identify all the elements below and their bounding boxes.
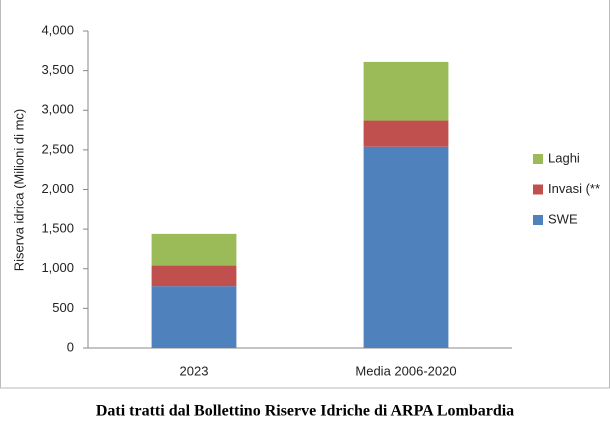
chart-frame — [0, 0, 610, 389]
y-tick-label: 1,000 — [41, 260, 74, 275]
bar-segment — [363, 61, 449, 121]
y-tick-label: 3,500 — [41, 62, 74, 77]
bar-segment — [363, 120, 449, 147]
bar-segment — [151, 233, 237, 266]
y-tick-label: 2,500 — [41, 141, 74, 156]
y-tick-label: 3,000 — [41, 102, 74, 117]
legend-swatch — [533, 154, 543, 164]
y-axis-title: Riserva idrica (Milioni di mc) — [11, 109, 26, 272]
bar-segment — [151, 286, 237, 348]
y-tick-label: 1,500 — [41, 221, 74, 236]
legend-swatch — [533, 184, 543, 195]
x-tick-label: Media 2006-2020 — [355, 363, 456, 378]
legend-label: SWE — [548, 211, 578, 226]
legend-label: Invasi (** — [548, 181, 600, 196]
bar-segment — [363, 146, 449, 348]
legend-label: Laghi — [548, 150, 580, 165]
y-tick-label: 4,000 — [41, 22, 74, 37]
x-tick-label: 2023 — [180, 363, 209, 378]
y-tick-label: 500 — [52, 300, 74, 315]
legend-swatch — [533, 215, 543, 225]
y-tick-label: 0 — [67, 339, 74, 354]
bar-segment — [151, 265, 237, 287]
caption: Dati tratti dal Bollettino Riserve Idric… — [96, 403, 514, 420]
y-tick-label: 2,000 — [41, 181, 74, 196]
